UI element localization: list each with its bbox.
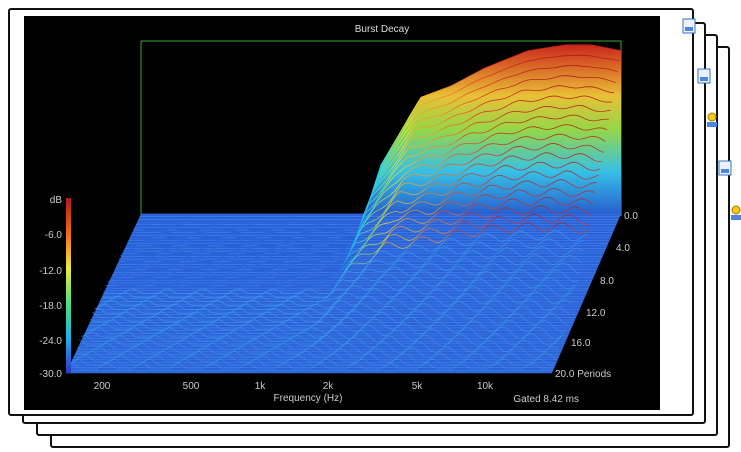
decay-ridge-line [73,346,560,358]
decay-ridge-line [127,114,609,243]
decay-ridge-line [131,95,613,235]
decay-ridge-line [103,230,587,294]
colorbar-tick-label: -18.0 [39,301,62,312]
decay-ridge-line [97,254,582,306]
waterfall-plot: Burst Decay dB -6.0 -12.0 -18.0 -24.0 -3… [39,24,638,405]
document-icon[interactable] [682,18,696,34]
x-axis-label: Frequency (Hz) [274,393,343,404]
decay-ridge-line [137,65,618,223]
decay-ridge-line [86,299,572,330]
document-icon-2[interactable] [697,68,711,84]
decay-ridge-line [129,104,611,239]
x-tick-label: 2k [323,381,335,392]
decay-ridge-line [67,362,554,370]
x-tick-label: 5k [412,381,424,392]
x-tick-label: 10k [477,381,494,392]
decay-ridge-line [120,152,603,259]
colorbar-tick-label: -30.0 [39,369,62,380]
gated-note: Gated 8.42 ms [513,394,579,405]
sun-document-icon[interactable] [705,112,719,128]
decay-ridge-line [105,222,589,290]
chart-title: Burst Decay [355,24,409,35]
decay-surface [141,44,621,214]
decay-ridge-line [126,124,608,247]
decay-ridge-line [88,291,573,326]
decay-ridge-line [141,44,622,215]
sun-document-icon-2[interactable] [729,205,741,221]
document-icon-3[interactable] [718,160,732,176]
colorbar-tick-label: -24.0 [39,336,62,347]
colorbar-tick-label: -12.0 [39,266,62,277]
x-tick-label: 200 [94,381,111,392]
decay-ridge-line [90,284,575,322]
decay-ridge-line [69,358,556,366]
decay-ridge-line [92,277,577,318]
burst-decay-chart: Burst Decay dB -6.0 -12.0 -18.0 -24.0 -3… [24,16,660,410]
decay-ridge-line [78,326,565,346]
x-tick-label: 1k [255,381,267,392]
depth-tick-label: 12.0 [586,308,606,319]
decay-ridge-line [114,179,597,271]
colorbar-unit-label: dB [50,195,63,206]
depth-tick-label: 8.0 [600,276,614,287]
x-tick-label: 500 [183,381,200,392]
color-scale-bar [66,198,71,373]
depth-tick-label: 20.0 Periods [555,369,611,380]
decay-ridge-line [112,187,596,275]
decay-ridge-line [133,85,615,231]
decay-ridge-line [111,196,594,279]
depth-tick-label: 16.0 [571,338,591,349]
colorbar-tick-label: -6.0 [45,230,63,241]
decay-ridge-line [139,54,620,219]
decay-ridge-line [118,161,601,263]
decay-ridge-line [124,133,606,251]
depth-tick-label: 0.0 [624,211,638,222]
decay-ridge-line [82,313,568,338]
decay-ridges [67,44,622,370]
decay-ridge-line [75,339,561,354]
decay-ridge-line [116,170,599,267]
decay-ridge-line [101,238,585,298]
decay-ridge-line [135,75,616,227]
decay-ridge-line [71,352,558,362]
depth-tick-label: 4.0 [616,243,630,254]
decay-ridge-line [80,319,566,342]
